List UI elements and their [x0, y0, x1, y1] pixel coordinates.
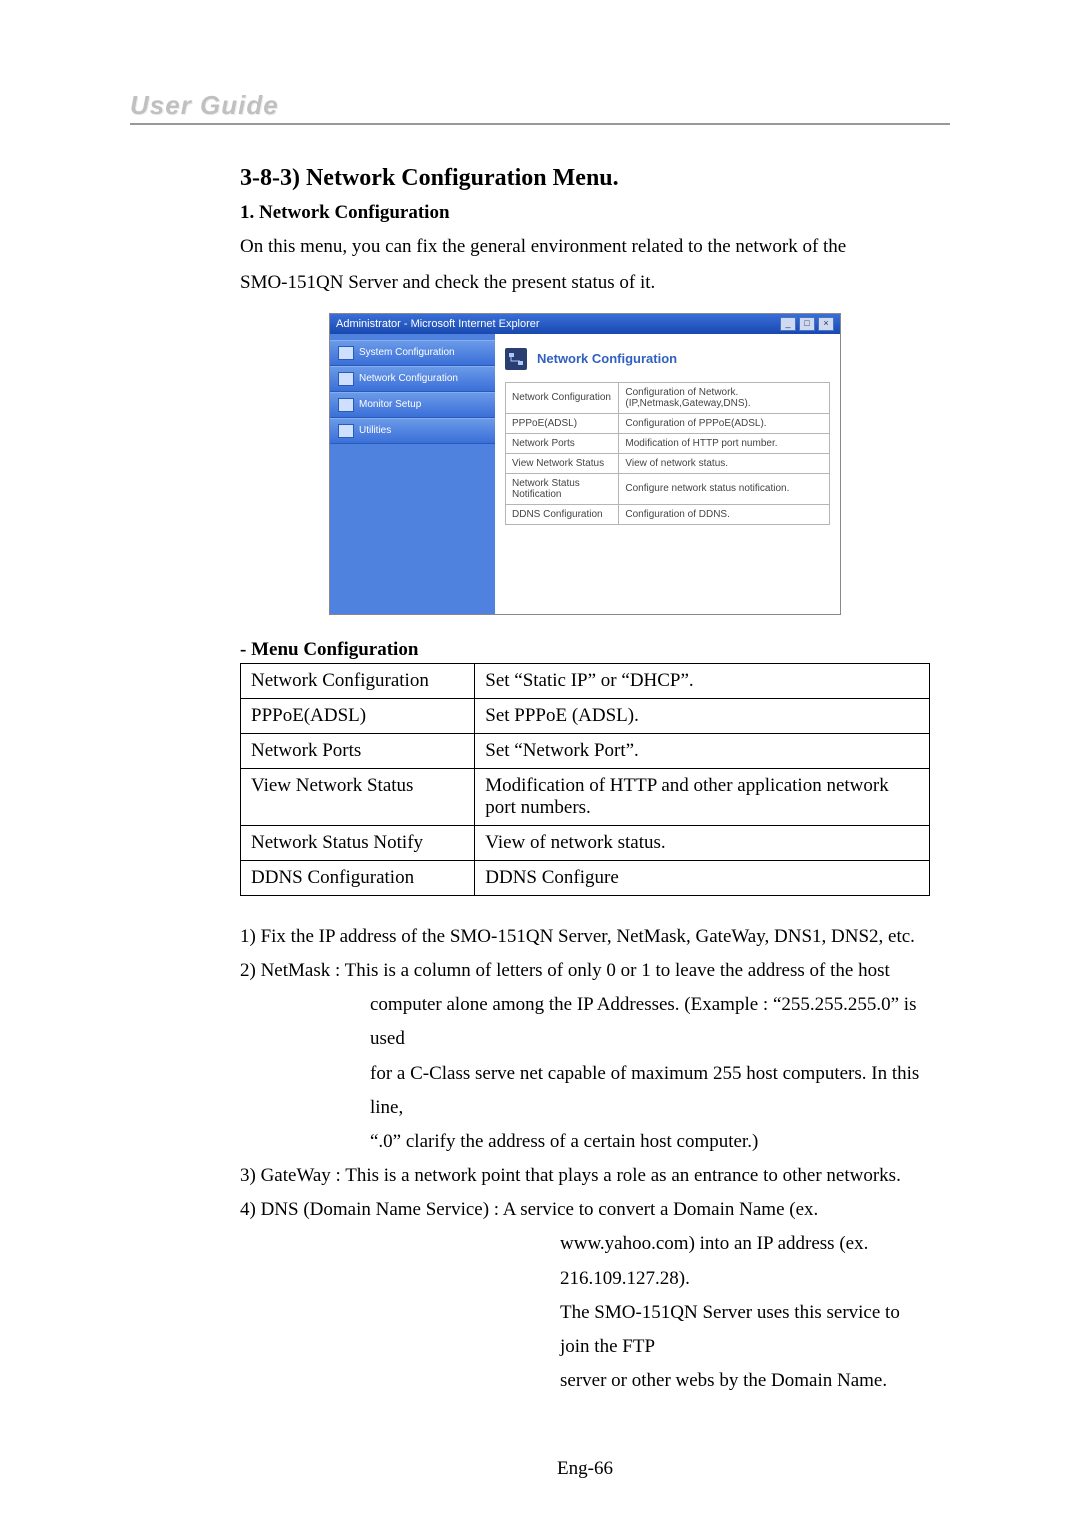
mc-name: DDNS Configuration [241, 860, 475, 895]
note-4-line1: 4) DNS (Domain Name Service) : A service… [240, 1193, 930, 1227]
item-name[interactable]: Network Configuration [506, 382, 619, 413]
note-2-line1: 2) NetMask : This is a column of letters… [240, 954, 930, 988]
mc-desc: Set PPPoE (ADSL). [475, 698, 930, 733]
network-icon [505, 348, 527, 370]
note-4-line4: server or other webs by the Domain Name. [240, 1364, 930, 1398]
sidebar-item-utilities[interactable]: Utilities [330, 418, 495, 444]
sidebar-item-system-configuration[interactable]: System Configuration [330, 340, 495, 366]
monitor-setup-icon [338, 398, 354, 412]
table-row: View Network Status Modification of HTTP… [241, 768, 930, 825]
mc-name: PPPoE(ADSL) [241, 698, 475, 733]
network-config-icon [338, 372, 354, 386]
sidebar-item-label: Monitor Setup [359, 399, 421, 410]
notes-block: 1) Fix the IP address of the SMO-151QN S… [240, 920, 930, 1399]
item-name[interactable]: Network Status Notification [506, 473, 619, 504]
close-icon[interactable]: × [818, 317, 834, 331]
table-row: Network Ports Modification of HTTP port … [506, 433, 830, 453]
config-items-table: Network Configuration Configuration of N… [505, 382, 830, 525]
system-config-icon [338, 346, 354, 360]
item-desc: Configure network status notification. [619, 473, 830, 504]
item-name[interactable]: PPPoE(ADSL) [506, 413, 619, 433]
intro-line-2: SMO-151QN Server and check the present s… [240, 268, 930, 298]
header-title: User Guide [130, 90, 950, 121]
sidebar: System Configuration Network Configurati… [330, 334, 495, 614]
item-name[interactable]: DDNS Configuration [506, 504, 619, 524]
table-row: Network Status Notify View of network st… [241, 825, 930, 860]
mc-name: View Network Status [241, 768, 475, 825]
note-2-line3: for a C-Class serve net capable of maxim… [240, 1057, 930, 1125]
table-row: Network Configuration Configuration of N… [506, 382, 830, 413]
embedded-screenshot: Administrator - Microsoft Internet Explo… [240, 313, 930, 615]
mc-desc: Set “Network Port”. [475, 733, 930, 768]
mc-name: Network Status Notify [241, 825, 475, 860]
table-row: PPPoE(ADSL) Configuration of PPPoE(ADSL)… [506, 413, 830, 433]
table-row: Network Configuration Set “Static IP” or… [241, 663, 930, 698]
section-title: 3-8-3) Network Configuration Menu. [240, 165, 930, 192]
mc-desc: View of network status. [475, 825, 930, 860]
window-title: Administrator - Microsoft Internet Explo… [336, 318, 540, 330]
table-row: View Network Status View of network stat… [506, 453, 830, 473]
table-row: DDNS Configuration DDNS Configure [241, 860, 930, 895]
mc-desc: DDNS Configure [475, 860, 930, 895]
main-panel: Network Configuration Network Configurat… [495, 334, 840, 614]
sidebar-item-network-configuration[interactable]: Network Configuration [330, 366, 495, 392]
intro-line-1: On this menu, you can fix the general en… [240, 232, 930, 262]
section-subtitle: 1. Network Configuration [240, 202, 930, 224]
maximize-icon[interactable]: □ [799, 317, 815, 331]
menu-config-table: Network Configuration Set “Static IP” or… [240, 663, 930, 896]
utilities-icon [338, 424, 354, 438]
note-2-line2: computer alone among the IP Addresses. (… [240, 988, 930, 1056]
note-4-line2: www.yahoo.com) into an IP address (ex. 2… [240, 1227, 930, 1295]
mc-desc: Modification of HTTP and other applicati… [475, 768, 930, 825]
note-4-line3: The SMO-151QN Server uses this service t… [240, 1296, 930, 1364]
mc-desc: Set “Static IP” or “DHCP”. [475, 663, 930, 698]
sidebar-item-label: Network Configuration [359, 373, 458, 384]
sidebar-item-monitor-setup[interactable]: Monitor Setup [330, 392, 495, 418]
item-desc: Configuration of DDNS. [619, 504, 830, 524]
header-rule [130, 123, 950, 125]
note-1: 1) Fix the IP address of the SMO-151QN S… [240, 920, 930, 954]
item-name[interactable]: Network Ports [506, 433, 619, 453]
page-number: Eng-66 [240, 1458, 930, 1480]
item-desc: View of network status. [619, 453, 830, 473]
item-desc: Modification of HTTP port number. [619, 433, 830, 453]
note-3: 3) GateWay : This is a network point tha… [240, 1159, 930, 1193]
item-desc: Configuration of PPPoE(ADSL). [619, 413, 830, 433]
table-row: DDNS Configuration Configuration of DDNS… [506, 504, 830, 524]
table-row: Network Ports Set “Network Port”. [241, 733, 930, 768]
table-row: PPPoE(ADSL) Set PPPoE (ADSL). [241, 698, 930, 733]
minimize-icon[interactable]: _ [780, 317, 796, 331]
item-desc: Configuration of Network. (IP,Netmask,Ga… [619, 382, 830, 413]
sidebar-item-label: Utilities [359, 425, 391, 436]
window-titlebar: Administrator - Microsoft Internet Explo… [330, 314, 840, 334]
panel-title: Network Configuration [537, 351, 677, 366]
note-2-line4: “.0” clarify the address of a certain ho… [240, 1125, 930, 1159]
mc-name: Network Configuration [241, 663, 475, 698]
item-name[interactable]: View Network Status [506, 453, 619, 473]
sidebar-item-label: System Configuration [359, 347, 455, 358]
table-row: Network Status Notification Configure ne… [506, 473, 830, 504]
menu-config-label: - Menu Configuration [240, 639, 930, 661]
mc-name: Network Ports [241, 733, 475, 768]
